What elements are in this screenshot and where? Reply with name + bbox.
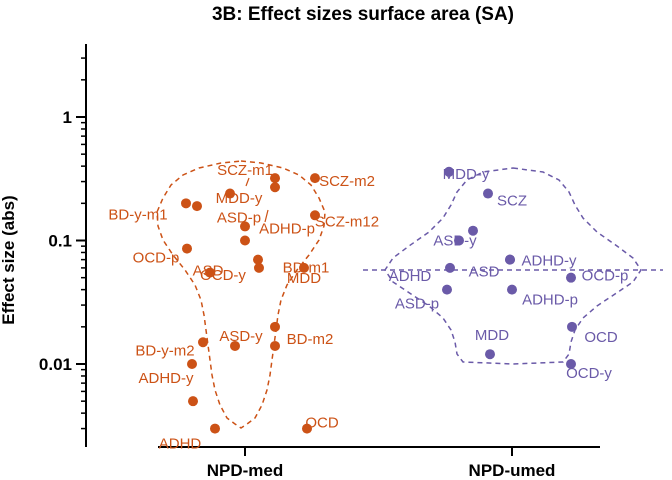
data-point <box>485 349 495 360</box>
data-label: MDD-y <box>443 166 490 183</box>
data-label: OCD-y <box>566 365 612 382</box>
data-label: MDD <box>475 327 509 344</box>
data-point <box>192 201 202 212</box>
data-label: SCZ-m2 <box>319 173 375 190</box>
y-tick-label: 1 <box>63 108 72 127</box>
data-point <box>198 337 208 348</box>
label-leader-line <box>264 209 269 223</box>
x-tick-label: NPD-med <box>207 461 284 480</box>
violin-npd-med <box>156 160 326 429</box>
x-tick-label: NPD-umed <box>469 461 556 480</box>
data-label: ASD-p <box>395 296 439 313</box>
label-leader-line <box>245 177 250 187</box>
chart-title: 3B: Effect sizes surface area (SA) <box>212 4 514 25</box>
y-tick-label: 0.1 <box>48 232 72 251</box>
data-point <box>240 221 250 232</box>
data-point <box>442 284 452 295</box>
data-point <box>240 235 250 246</box>
data-label: MDD <box>287 270 321 287</box>
data-label: SCZ-m12 <box>315 213 379 230</box>
axes: 1 0.1 0.01 NPD-med NPD-umed <box>39 44 600 480</box>
data-label: ADHD-y <box>522 253 577 270</box>
data-point <box>299 262 309 273</box>
data-point <box>505 254 515 265</box>
data-label: ADHD-y <box>139 370 194 387</box>
data-point <box>507 284 517 295</box>
data-point <box>205 267 215 278</box>
data-point <box>230 340 240 351</box>
data-point <box>182 243 192 254</box>
data-point <box>567 321 577 332</box>
data-label: ASD <box>193 263 224 280</box>
data-label: ASD-y <box>219 328 263 345</box>
data-point <box>188 396 198 407</box>
y-tick-label: 0.01 <box>39 355 72 374</box>
data-label: OCD <box>584 329 618 346</box>
data-label: OCD <box>305 415 339 432</box>
data-points <box>181 166 577 434</box>
data-label: BD-m2 <box>287 331 334 348</box>
data-label: OCD-p <box>133 250 180 267</box>
violin-outlines <box>156 160 663 429</box>
data-label: BD-m1 <box>283 260 330 277</box>
data-label: MDD-y <box>216 190 263 207</box>
data-label: ASD <box>469 264 500 281</box>
data-label: OCD-y <box>200 267 246 284</box>
data-label: BD-y-m1 <box>108 206 167 223</box>
data-point <box>310 173 320 184</box>
data-label: SCZ-m1 <box>217 162 273 179</box>
data-point <box>445 262 455 273</box>
data-point <box>310 210 320 221</box>
data-label: OCD-p <box>582 268 629 285</box>
data-label: BD-y-m2 <box>135 342 194 359</box>
data-point <box>566 272 576 283</box>
data-label: ASD-y <box>433 233 477 250</box>
data-point <box>270 182 280 193</box>
data-point <box>225 188 235 199</box>
data-point <box>468 225 478 236</box>
data-point <box>566 359 576 369</box>
data-label: ADHD-p <box>259 221 315 238</box>
y-axis-label: Effect size (abs) <box>0 195 18 324</box>
data-point <box>181 198 191 209</box>
data-point <box>270 340 280 351</box>
data-point <box>302 423 312 434</box>
data-label: ADHD-p <box>522 292 578 309</box>
data-label: SCZ <box>497 193 527 210</box>
data-point <box>254 262 264 273</box>
data-point <box>270 173 280 184</box>
data-label: ADHD <box>389 268 432 285</box>
data-label: ASD-p <box>217 209 261 226</box>
data-point <box>270 321 280 332</box>
data-point <box>454 235 464 246</box>
data-point <box>253 254 263 265</box>
data-point <box>483 188 493 199</box>
data-point <box>444 166 454 177</box>
data-label: ADHD <box>159 436 202 453</box>
data-point <box>187 359 197 369</box>
data-point <box>210 423 220 434</box>
